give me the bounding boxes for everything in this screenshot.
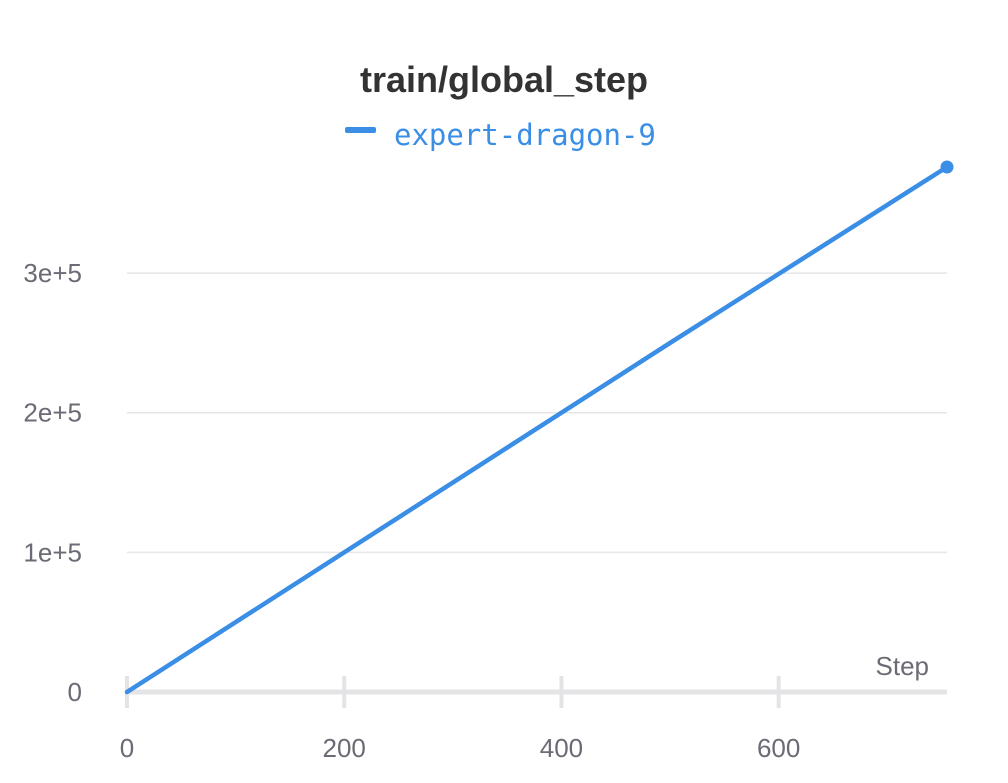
legend-label: expert-dragon-9	[394, 118, 656, 152]
series-end-point[interactable]	[940, 160, 954, 174]
chart-title: train/global_step	[360, 59, 648, 100]
x-axis-title: Step	[876, 651, 930, 681]
series-line-expert-dragon-9[interactable]	[124, 164, 950, 695]
x-tick-label: 200	[323, 733, 366, 763]
legend[interactable]: expert-dragon-9	[345, 118, 656, 152]
x-tick-label: 0	[120, 733, 134, 763]
x-axis-ticks: 0 200 400 600	[120, 676, 800, 763]
y-tick-label: 2e+5	[23, 398, 82, 428]
y-tick-label: 3e+5	[23, 258, 82, 288]
x-tick-label: 600	[757, 733, 800, 763]
series-layer[interactable]	[124, 160, 954, 695]
x-tick-label: 400	[540, 733, 583, 763]
y-tick-label: 0	[68, 677, 82, 707]
legend-swatch	[345, 127, 376, 133]
grid-lines	[127, 272, 947, 554]
y-axis-ticks: 0 1e+5 2e+5 3e+5	[23, 258, 82, 707]
y-tick-label: 1e+5	[23, 537, 82, 567]
